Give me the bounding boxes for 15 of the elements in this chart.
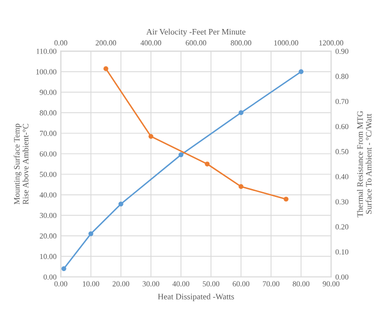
point: [204, 162, 210, 166]
point: [238, 110, 244, 116]
point: [61, 266, 66, 272]
point: [103, 66, 108, 72]
point: [88, 231, 94, 236]
point: [298, 69, 304, 74]
x-axis-title: Air Velocity -Feet Per Minute: [146, 28, 246, 36]
point: [284, 196, 288, 202]
x-axis-title: Heat Dissipated -Watts: [158, 294, 234, 302]
point: [238, 184, 244, 190]
point: [178, 152, 184, 158]
y-axis-title: Mounting Surface Temp Rise Above Ambient-°C: [14, 124, 28, 204]
y-axis-title: Thermal Resistance From MTG Surface To Ambient - °C/Watt: [356, 110, 372, 218]
point: [118, 202, 124, 206]
point: [148, 134, 154, 139]
